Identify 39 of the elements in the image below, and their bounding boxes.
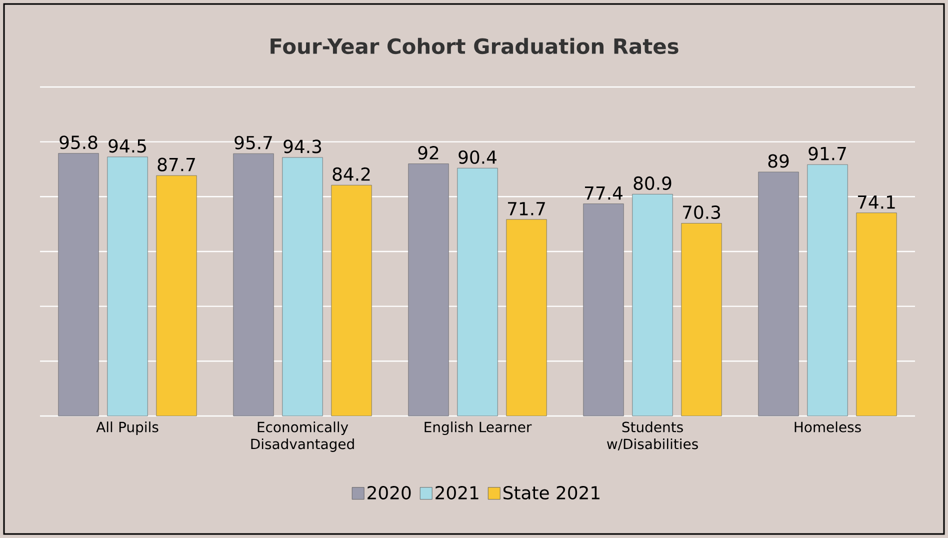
data-label: 77.4 (585, 186, 622, 200)
bar (681, 223, 722, 416)
data-label: 74.1 (858, 196, 895, 209)
data-label: 95.8 (60, 136, 98, 150)
data-label: 94.5 (108, 139, 146, 153)
data-label: 71.7 (508, 202, 545, 216)
data-label: 91.7 (808, 146, 846, 160)
x-tick-label: Economically Disadvantaged (251, 422, 354, 452)
bar (58, 153, 99, 416)
bar (758, 172, 799, 416)
legend-label: State 2021 (504, 486, 600, 500)
data-label: 89 (768, 154, 789, 168)
data-label: 80.9 (634, 176, 672, 190)
data-label: 94.3 (284, 140, 322, 154)
bar (233, 153, 274, 416)
bar (506, 219, 547, 416)
bar (107, 156, 148, 416)
x-tick-label: All Pupils (96, 422, 158, 436)
bar (408, 164, 449, 416)
bar (457, 168, 498, 416)
bar (583, 204, 624, 416)
bar (331, 184, 372, 416)
bar (156, 175, 197, 416)
bar (632, 194, 673, 416)
chart-title: Four-Year Cohort Graduation Rates (270, 38, 678, 54)
data-label: 92 (418, 146, 438, 160)
data-label: 70.3 (683, 205, 720, 220)
legend-label: 2021 (436, 486, 478, 500)
data-label: 84.2 (332, 167, 370, 181)
x-tick-label: English Learner (424, 422, 532, 436)
bar (856, 212, 897, 416)
data-label: 95.7 (234, 136, 272, 150)
x-tick-label: Homeless (794, 422, 861, 432)
data-label: 90.4 (458, 150, 496, 164)
legend-label: 2020 (368, 486, 411, 500)
bar (282, 157, 323, 416)
x-tick-label: Students w/Disabilities (606, 422, 698, 450)
bar (807, 164, 848, 416)
data-label: 87.7 (158, 158, 195, 172)
